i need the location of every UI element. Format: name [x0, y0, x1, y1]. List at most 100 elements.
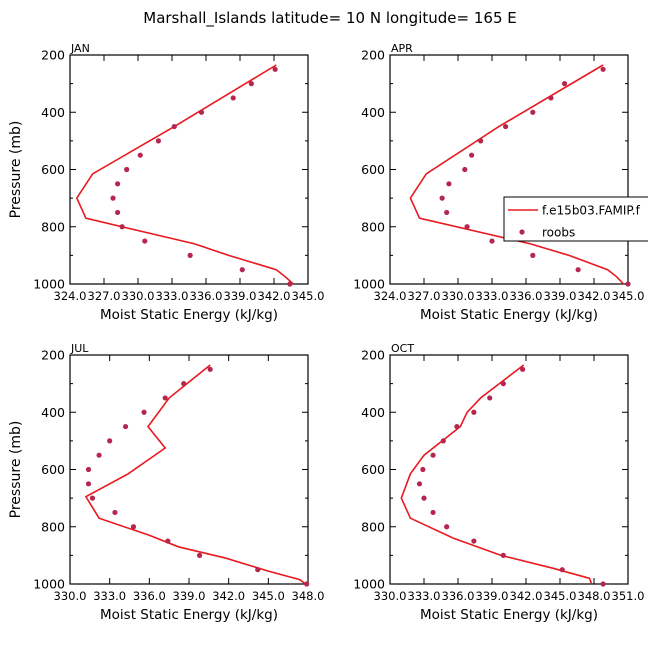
x-tick-label: 345.0	[544, 589, 577, 603]
y-tick-label: 400	[41, 405, 65, 420]
obs-point	[439, 195, 445, 201]
y-tick-label: 800	[361, 519, 385, 534]
obs-point	[471, 409, 477, 415]
y-tick-label: 1000	[33, 577, 65, 592]
y-tick-label: 600	[361, 162, 385, 177]
x-tick-label: 339.0	[544, 289, 577, 303]
panel-label: APR	[391, 42, 413, 55]
x-tick-label: 330.0	[442, 289, 475, 303]
obs-point	[444, 209, 450, 216]
legend: f.e15b03.FAMIP.f roobs	[503, 196, 648, 242]
obs-point	[421, 495, 427, 501]
obs-point	[207, 366, 213, 372]
obs-point	[471, 538, 477, 544]
obs-point	[500, 381, 506, 387]
x-tick-label: 345.0	[292, 289, 325, 303]
obs-point	[85, 481, 92, 487]
y-tick-label: 600	[41, 462, 65, 477]
x-tick-label: 336.0	[510, 289, 543, 303]
obs-point	[287, 281, 293, 287]
y-tick-label: 800	[361, 219, 385, 234]
obs-point	[248, 81, 254, 87]
plot-frame	[389, 354, 629, 585]
obs-point	[446, 181, 452, 187]
x-tick-label: 342.0	[212, 589, 245, 603]
obs-point	[130, 524, 137, 530]
obs-point	[255, 567, 261, 573]
obs-point	[89, 495, 96, 501]
panel-label: JUL	[70, 342, 89, 355]
obs-point	[272, 66, 278, 72]
plot-frame	[389, 54, 629, 285]
model-series-line	[84, 364, 306, 585]
obs-point	[107, 438, 113, 444]
obs-point	[124, 166, 130, 173]
y-tick-label: 200	[41, 348, 65, 363]
y-axis-label: Pressure (mb)	[8, 121, 24, 219]
x-tick-label: 336.0	[190, 289, 223, 303]
y-tick-label: 200	[41, 48, 65, 63]
y-tick-label: 400	[361, 405, 385, 420]
obs-point	[600, 581, 606, 587]
obs-point	[142, 238, 148, 244]
obs-point	[500, 552, 506, 558]
x-tick-label: 324.0	[54, 289, 87, 303]
x-axis-label: Moist Static Energy (kJ/kg)	[420, 607, 598, 623]
model-series-line	[75, 64, 294, 285]
x-tick-label: 339.0	[224, 289, 257, 303]
y-tick-label: 400	[41, 105, 65, 120]
x-tick-label: 330.0	[54, 589, 87, 603]
y-tick-label: 800	[41, 219, 65, 234]
obs-point	[548, 95, 554, 101]
obs-point	[187, 252, 193, 258]
obs-point	[230, 95, 236, 101]
x-tick-label: 351.0	[612, 589, 645, 603]
obs-point	[487, 395, 493, 401]
x-tick-label: 327.0	[408, 289, 441, 303]
y-tick-label: 200	[361, 48, 385, 63]
x-tick-label: 336.0	[442, 589, 475, 603]
obs-point	[454, 423, 460, 430]
x-tick-label: 333.0	[476, 289, 509, 303]
obs-point	[469, 152, 475, 158]
obs-point	[575, 267, 581, 273]
legend-obs-swatch	[519, 229, 525, 235]
obs-point	[85, 466, 92, 473]
obs-point	[530, 252, 536, 258]
x-axis-label: Moist Static Energy (kJ/kg)	[100, 307, 278, 323]
x-tick-label: 333.0	[93, 589, 126, 603]
x-tick-label: 324.0	[374, 289, 407, 303]
x-tick-label: 339.0	[476, 589, 509, 603]
obs-point	[420, 466, 426, 473]
obs-point	[464, 224, 470, 230]
y-tick-label: 600	[361, 462, 385, 477]
obs-point	[155, 138, 161, 144]
x-tick-label: 336.0	[133, 589, 166, 603]
y-tick-label: 600	[41, 162, 65, 177]
obs-point	[165, 538, 171, 544]
obs-point	[503, 123, 509, 130]
x-tick-label: 342.0	[510, 589, 543, 603]
obs-point	[600, 66, 606, 72]
y-tick-label: 1000	[353, 277, 385, 292]
panel-label: OCT	[391, 342, 414, 355]
y-tick-label: 400	[361, 105, 385, 120]
legend-obs-label: roobs	[542, 226, 575, 240]
y-tick-label: 1000	[353, 577, 385, 592]
obs-point	[440, 438, 446, 444]
obs-point	[239, 267, 245, 273]
model-series-line	[409, 64, 625, 285]
obs-point	[430, 509, 436, 516]
obs-point	[625, 281, 631, 287]
figure-title: Marshall_Islands latitude= 10 N longitud…	[143, 9, 516, 28]
x-tick-label: 348.0	[578, 589, 611, 603]
x-tick-label: 342.0	[578, 289, 611, 303]
x-tick-label: 339.0	[173, 589, 206, 603]
obs-point	[489, 238, 495, 244]
